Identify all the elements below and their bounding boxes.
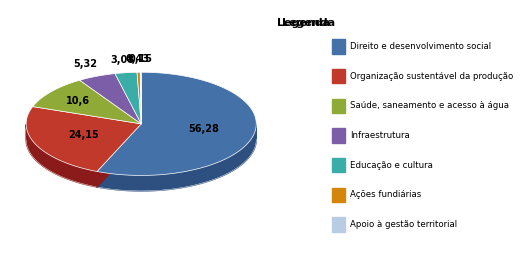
Polygon shape [97, 124, 141, 187]
Polygon shape [97, 72, 256, 175]
Bar [332, 99, 345, 113]
Text: Infraestrutura: Infraestrutura [350, 131, 410, 140]
Polygon shape [79, 74, 141, 124]
Bar [332, 158, 345, 172]
Polygon shape [26, 107, 141, 172]
Text: 56,28: 56,28 [188, 124, 219, 134]
Text: 0,43: 0,43 [126, 54, 150, 64]
Text: Legenda: Legenda [277, 18, 331, 28]
Bar [332, 69, 345, 83]
Text: 5,32: 5,32 [74, 59, 98, 69]
Text: Saúde, saneamento e acesso à água: Saúde, saneamento e acesso à água [350, 101, 509, 110]
Text: Educação e cultura: Educação e cultura [350, 161, 433, 170]
Polygon shape [97, 124, 141, 187]
Polygon shape [115, 72, 141, 124]
Polygon shape [97, 124, 256, 191]
Bar [332, 128, 345, 142]
Text: 10,6: 10,6 [66, 96, 90, 106]
Text: Legenda: Legenda [282, 18, 336, 28]
Text: 0,15: 0,15 [129, 54, 153, 64]
Bar [332, 39, 345, 53]
Text: 24,15: 24,15 [68, 130, 99, 140]
Polygon shape [137, 72, 141, 124]
Text: Apoio à gestão territorial: Apoio à gestão territorial [350, 220, 458, 229]
Polygon shape [26, 124, 97, 187]
Text: Direito e desenvolvimento social: Direito e desenvolvimento social [350, 42, 492, 51]
Polygon shape [140, 72, 141, 124]
Text: Ações fundiárias: Ações fundiárias [350, 190, 422, 199]
Text: Organização sustentável da produção: Organização sustentável da produção [350, 72, 514, 80]
Bar [332, 217, 345, 232]
Polygon shape [33, 80, 141, 124]
Text: 3,08: 3,08 [110, 55, 134, 65]
Bar [332, 188, 345, 202]
